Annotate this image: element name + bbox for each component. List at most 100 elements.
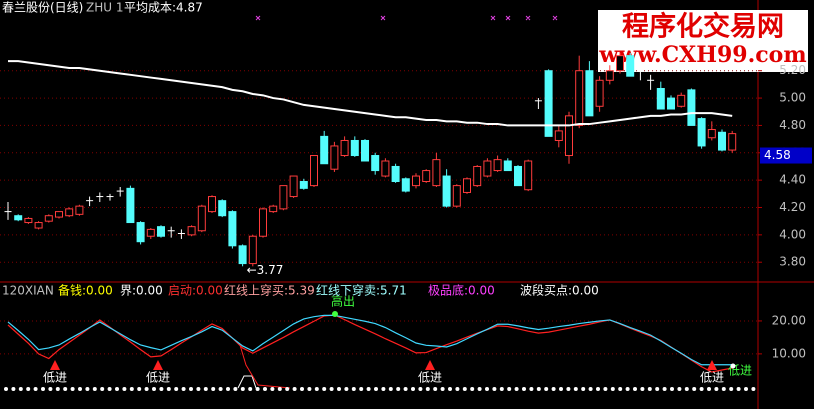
baseline-dot [314,387,319,391]
baseline-dot [129,387,134,391]
baseline-dot [677,387,682,391]
candle-body [381,160,390,177]
candle-body [248,235,257,265]
baseline-dot [699,387,704,391]
baseline-dot [300,387,304,391]
candle-body [493,159,502,172]
baseline-dot [536,387,541,391]
baseline-dot [144,387,149,391]
last-price: 4.58 [764,148,791,162]
y-tick-label: 4.80 [779,118,806,132]
indicator-line [7,314,733,366]
candle-body [575,70,584,126]
baseline-dot [92,387,97,391]
indicator-line [7,314,733,373]
baseline-dot [270,387,275,391]
candle-body [279,185,288,210]
baseline-dot [566,387,571,391]
baseline-dot [381,387,386,391]
y-tick-label: 4.20 [779,200,806,214]
baseline-dot [211,387,216,391]
candle-body [422,170,431,183]
baseline-dot [388,387,393,391]
baseline-dot [492,387,497,391]
baseline-dot [203,387,208,391]
signal-dot [332,311,338,317]
baseline-dot [559,387,563,391]
candle-body [514,165,522,187]
baseline-dot [692,387,697,391]
candle-body [208,196,216,213]
candle-body [697,118,706,147]
baseline-dot [544,387,549,391]
baseline-dot [662,387,667,391]
candle-body [565,115,573,157]
baseline-dot [596,387,600,391]
baseline-dot [514,387,519,391]
y-tick-label: 4.00 [779,227,806,241]
baseline-dot [122,387,127,391]
baseline-dot [581,387,586,391]
legend-item: 波段买点:0.00 [520,283,599,298]
candle-body [503,160,512,172]
baseline-dot [477,387,482,391]
legend-item: 红线上穿买:5.39 [224,283,315,298]
baseline-dot [344,387,349,391]
baseline-dot [603,387,608,391]
baseline-dot [263,387,267,391]
baseline-dot [529,387,534,391]
candle-body [330,145,339,170]
baseline-dot [448,387,452,391]
baseline-dot [115,387,119,391]
baseline-dot [729,387,734,391]
baseline-dot [292,387,297,391]
signal-dot [730,363,736,369]
candle-body [157,226,165,237]
baseline-dot [633,387,637,391]
watermark-title: 程序化交易网 [622,11,784,43]
baseline-dot [396,387,401,391]
baseline-dot [174,387,179,391]
candle-body [605,70,614,81]
candle-body [299,181,308,189]
candle-body [718,131,726,151]
candle-body [320,135,329,165]
spike [239,344,291,389]
candle-body [626,55,635,77]
legend-item: 备钱:0.00 [58,283,113,298]
candle-body [65,208,74,217]
indicator-title: 120XIAN [2,284,54,298]
candle-body [452,185,461,207]
legend-item: 启动:0.00 [168,284,223,298]
baseline-dot [403,387,408,391]
baseline-dot [48,387,53,391]
baseline-dot [625,387,630,391]
legend-item: 极品底:0.00 [428,283,495,298]
baseline-dot [684,387,689,391]
low-annotation: ←3.77 [247,263,284,277]
baseline-dot [618,387,623,391]
y-tick-label: 5.20 [779,63,806,77]
baseline-dot [233,387,238,391]
candle-body [228,211,237,247]
candle-body [616,55,624,72]
baseline-dot [507,387,512,391]
chart-subtitle: ZHU 1 [86,1,123,15]
candle-body [14,215,23,221]
candle-body [371,155,380,172]
candle-body [34,222,43,229]
signal-triangle [50,360,60,370]
baseline-dot [33,387,38,391]
signal-label: 高出 [331,294,355,309]
baseline-dot [440,387,445,391]
baseline-dot [588,387,593,391]
candle-body [289,175,298,198]
y-tick-label: 4.40 [779,173,806,187]
baseline-dot [366,387,371,391]
candle-body [350,139,359,157]
baseline-dot [744,387,748,391]
baseline-dot [181,387,186,391]
baseline-dot [462,387,467,391]
baseline-dot [218,387,223,391]
candle-body [728,133,737,151]
